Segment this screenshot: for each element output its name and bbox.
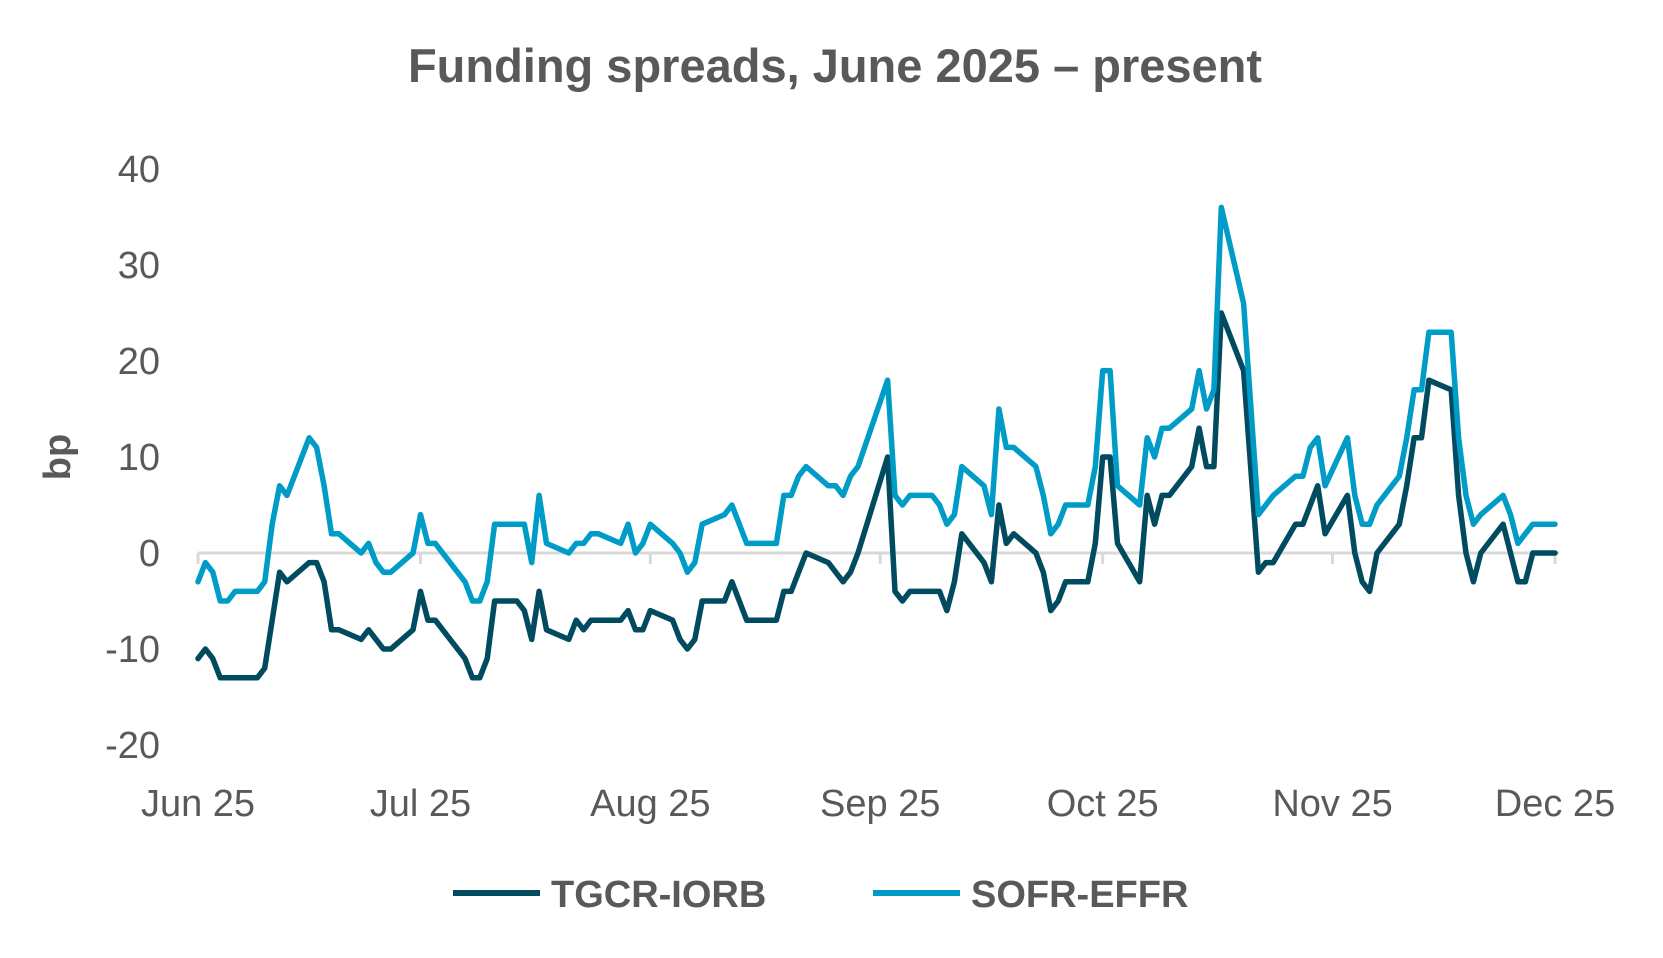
- series-line-tgcr-iorb: [195, 310, 1558, 681]
- legend: TGCR-IORB SOFR-EFFR: [453, 874, 1188, 916]
- y-tick-label: 20: [118, 341, 160, 383]
- series-line-sofr-effr: [195, 204, 1558, 604]
- y-tick-label: -20: [105, 725, 160, 767]
- y-tick-label: 10: [118, 437, 160, 479]
- x-tick-label: Nov 25: [1272, 783, 1392, 825]
- x-tick-label: Sep 25: [820, 783, 940, 825]
- y-tick-label: 30: [118, 245, 160, 287]
- y-tick-label: -10: [105, 629, 160, 671]
- legend-label-sofr-effr: SOFR-EFFR: [971, 874, 1188, 916]
- y-tick-label: 0: [139, 533, 160, 575]
- y-axis-label: bp: [37, 434, 79, 480]
- x-tick-label: Jun 25: [141, 783, 255, 825]
- x-tick-label: Jul 25: [370, 783, 471, 825]
- chart-title: Funding spreads, June 2025 – present: [408, 39, 1262, 92]
- x-tick-label: Oct 25: [1047, 783, 1159, 825]
- x-tick-label: Aug 25: [590, 783, 710, 825]
- x-tick-label: Dec 25: [1495, 783, 1615, 825]
- y-tick-label: 40: [118, 149, 160, 191]
- legend-label-tgcr-iorb: TGCR-IORB: [551, 874, 766, 916]
